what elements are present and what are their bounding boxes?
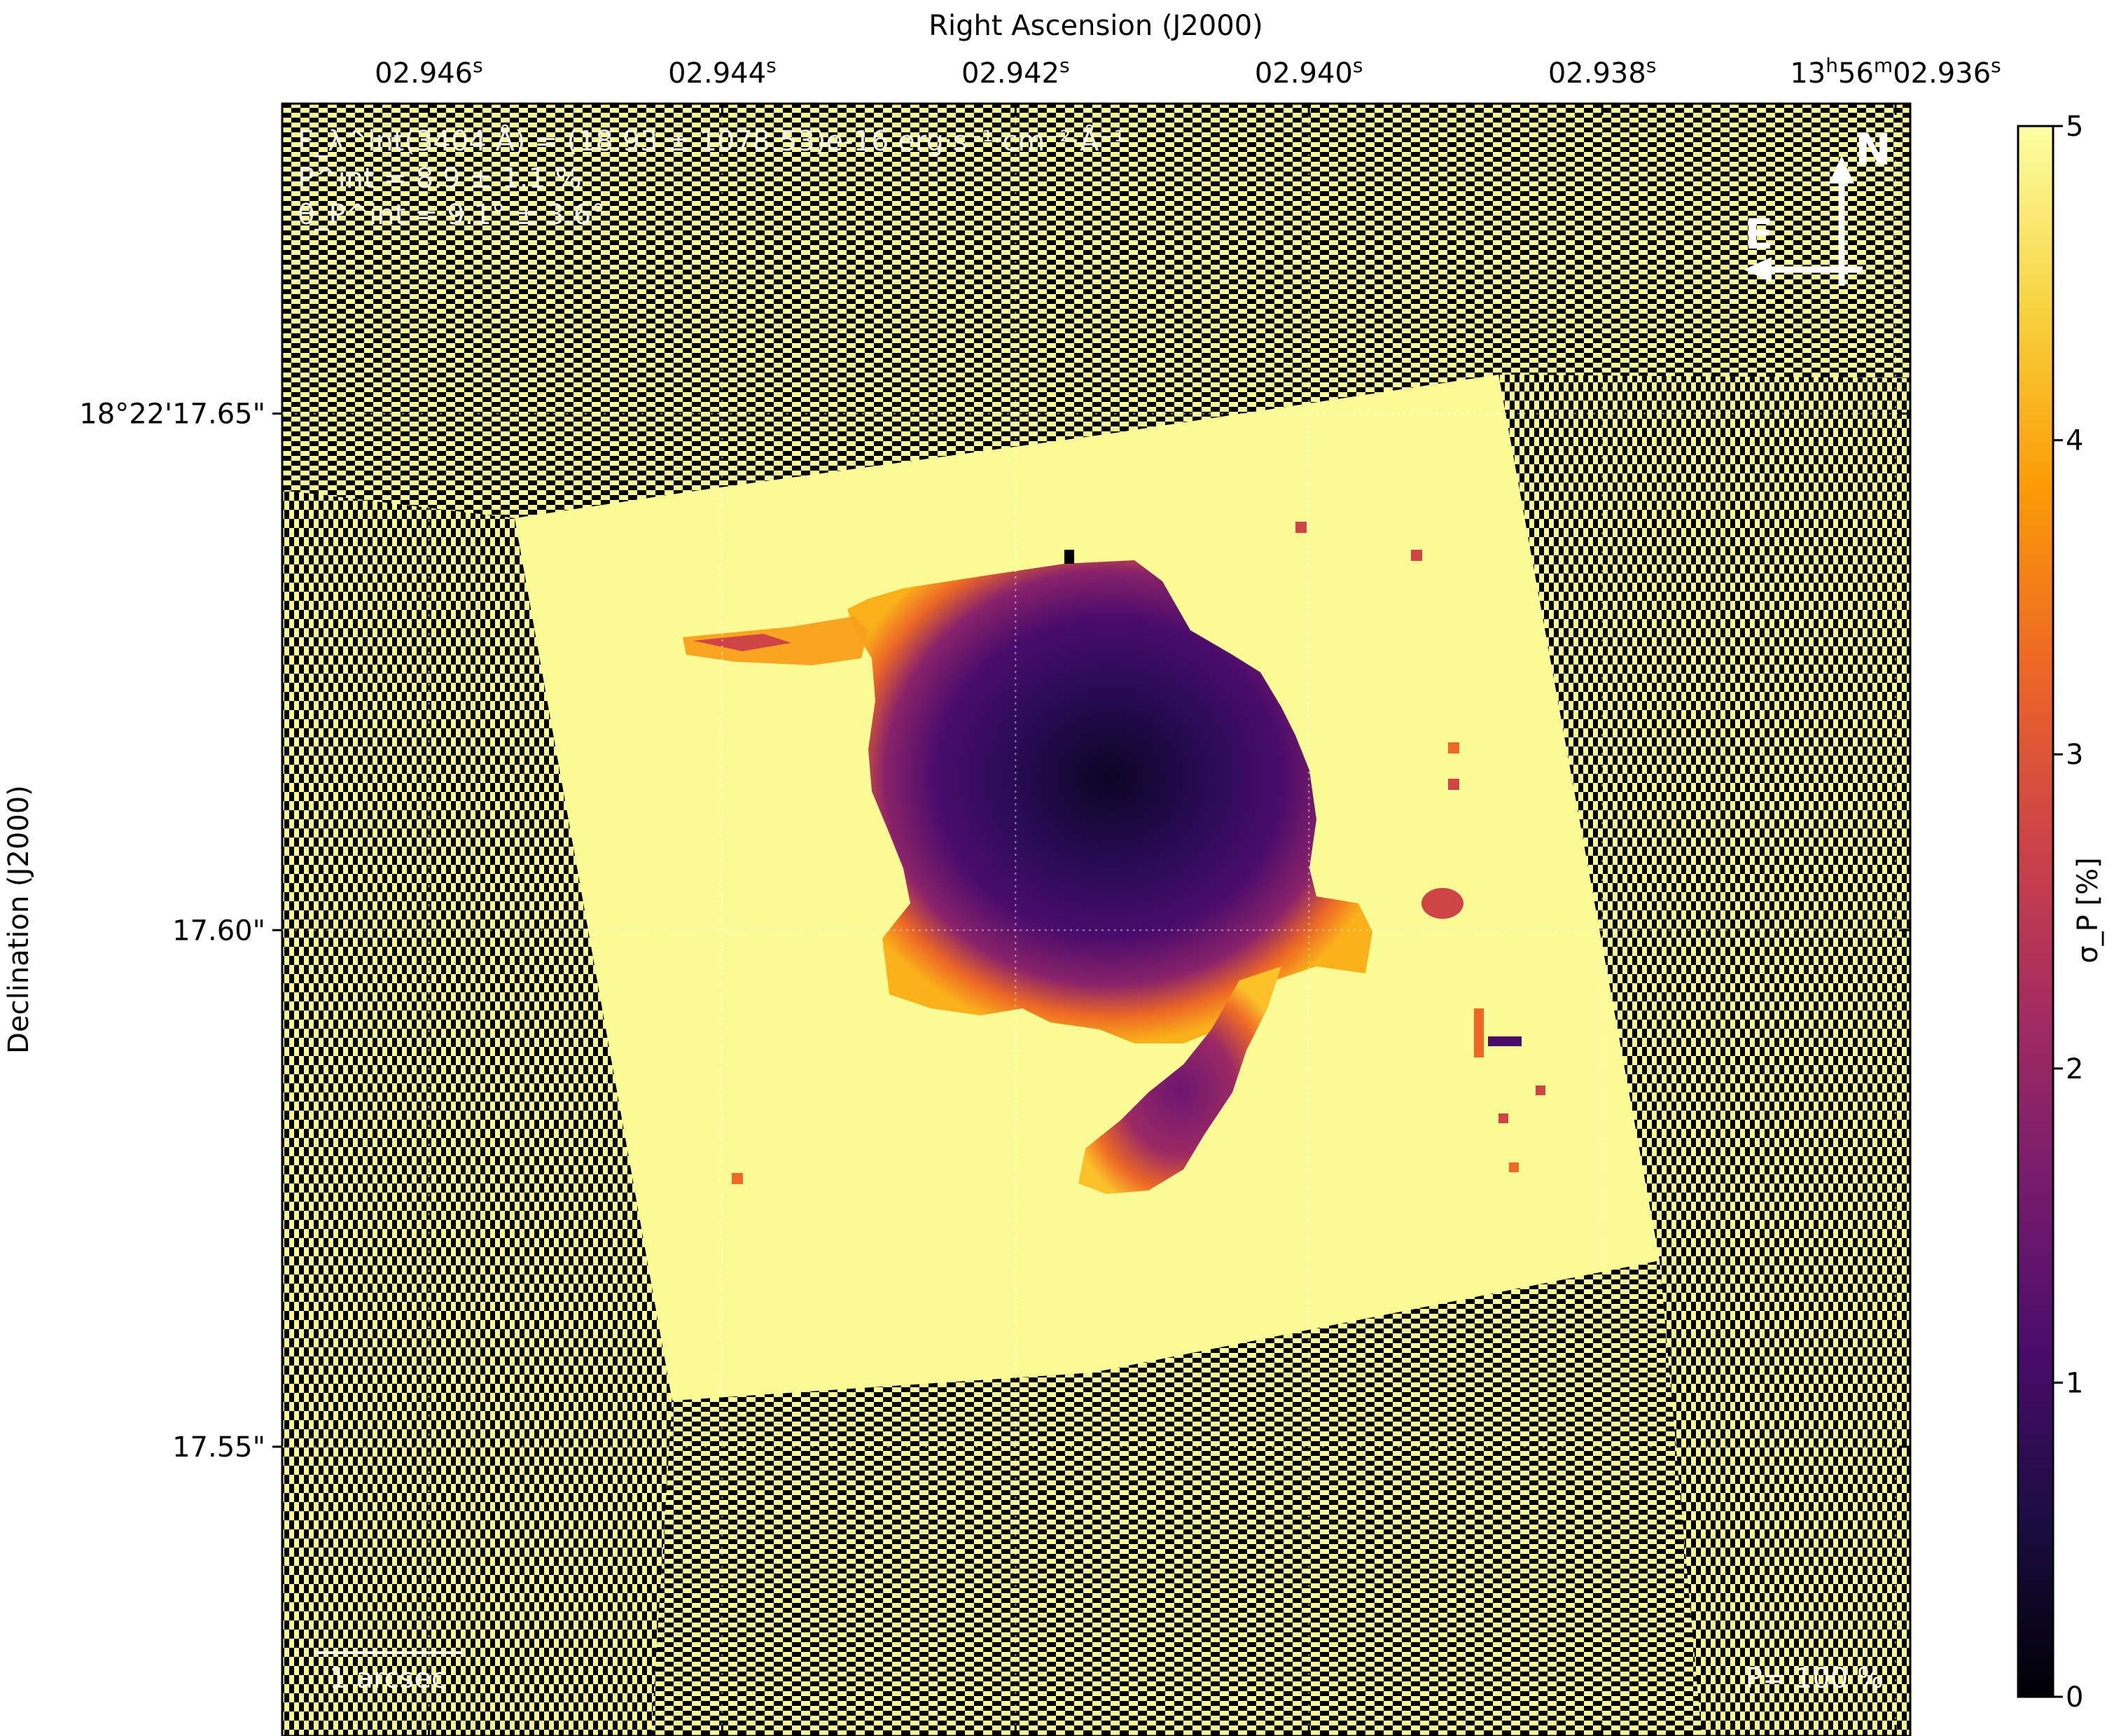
y-tick-label: 17.60" — [172, 915, 265, 947]
scale-bar: 1 arcsec — [314, 1651, 462, 1695]
x-tick-label: 13h56m02.936s — [1790, 54, 2001, 90]
angle-annotation: θ_P^int = 9.1° ± 3.6° — [298, 199, 605, 231]
pixel — [1509, 1162, 1519, 1172]
y-tick-label: 18°22'17.65" — [79, 398, 265, 431]
x-tick-label: 02.942s — [961, 54, 1070, 90]
polarization-annotation: P^int = 8.9 ± 1.1 % — [298, 162, 582, 195]
y-axis-label: Declination (J2000) — [3, 785, 35, 1054]
x-axis-label: Right Ascension (J2000) — [929, 10, 1263, 42]
detector-edge-right — [1498, 375, 1910, 1736]
y-tick-label: 17.55" — [172, 1431, 265, 1464]
detector-edge-bottom — [651, 1261, 1702, 1736]
colorbar-tick-label: 4 — [2066, 425, 2083, 457]
x-tick-label: 02.944s — [668, 54, 777, 90]
colorbar-tick-label: 5 — [2066, 111, 2083, 143]
pixel — [1498, 1113, 1508, 1123]
x-tick-label: 02.940s — [1255, 54, 1363, 90]
x-tick-label: 02.946s — [375, 54, 483, 90]
vector-scale-label: P= 100 % — [1746, 1662, 1884, 1695]
compass: N E — [1744, 124, 1891, 286]
pixel — [1295, 522, 1307, 533]
heatmap-area — [282, 104, 1910, 1736]
y-axis-ticks: 18°22'17.65" 17.60" 17.55" — [79, 398, 1910, 1464]
colorbar-tick-label: 3 — [2066, 739, 2083, 771]
colorbar-tick-label: 2 — [2066, 1053, 2083, 1085]
source-small-blob — [1421, 888, 1463, 919]
flux-annotation: F_λ^int(3404 Å) = (18.93 ± 1078.53)e-16 … — [298, 124, 1125, 158]
north-arrow-head — [1829, 155, 1854, 183]
detector-edge-top — [282, 104, 1910, 518]
filament-core — [693, 634, 791, 651]
source-core — [847, 560, 1372, 1043]
colorbar: 0 1 2 3 4 5 σ_P [%] — [2017, 111, 2104, 1714]
pixel — [1411, 550, 1422, 561]
source-southern-knot — [1078, 966, 1281, 1194]
colorbar-tick-label: 1 — [2066, 1367, 2083, 1399]
east-arrow-head — [1744, 257, 1772, 282]
plot-frame — [281, 102, 1912, 1736]
pixel — [1474, 1008, 1484, 1057]
pixel — [1488, 1036, 1522, 1046]
pixel — [1448, 779, 1459, 790]
east-label: E — [1745, 210, 1774, 259]
pixel — [1064, 550, 1074, 564]
detector-edge-left — [282, 490, 672, 1736]
x-tick-label: 02.938s — [1548, 54, 1657, 90]
colorbar-tick-label: 0 — [2066, 1681, 2083, 1714]
colorbar-gradient — [2017, 125, 2054, 1698]
colorbar-label: σ_P [%] — [2072, 857, 2104, 963]
pixel — [1448, 742, 1459, 754]
pixel — [1536, 1085, 1545, 1095]
x-axis-ticks: 02.946s 02.944s 02.942s 02.940s 02.938s 13h56… — [375, 54, 2001, 1736]
scale-bar-label: 1 arcsec — [329, 1662, 447, 1695]
annotation-block: F_λ^int(3404 Å) = (18.93 ± 1078.53)e-16 … — [298, 124, 1125, 231]
pixel — [732, 1173, 743, 1184]
north-label: N — [1855, 124, 1891, 175]
colorbar-ticks: 0 1 2 3 4 5 — [2053, 111, 2083, 1714]
